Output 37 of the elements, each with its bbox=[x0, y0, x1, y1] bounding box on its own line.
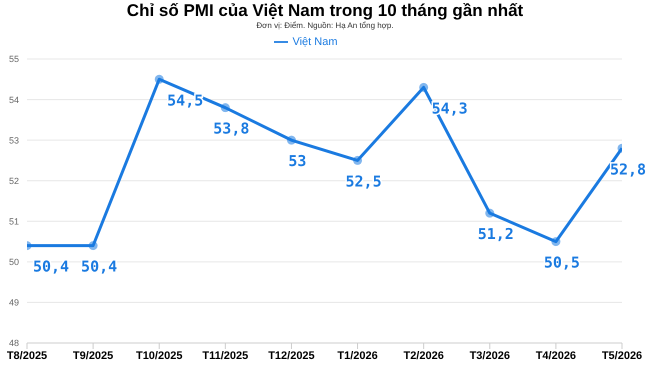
point bbox=[551, 237, 560, 246]
point bbox=[88, 241, 98, 250]
data-label: 51,2 bbox=[478, 225, 514, 244]
y-tick-label: 54 bbox=[8, 94, 19, 105]
point bbox=[353, 156, 362, 165]
point bbox=[485, 208, 494, 218]
data-label: 50,4 bbox=[81, 258, 118, 276]
data-label: 50,4 bbox=[32, 258, 70, 276]
x-tick-label: T8/2025 bbox=[6, 350, 48, 362]
x-tick-label: T1/2026 bbox=[337, 350, 378, 362]
data-label: 53,8 bbox=[213, 120, 250, 138]
legend-label: Việt Nam bbox=[292, 36, 338, 48]
point bbox=[286, 136, 296, 145]
x-tick-label: T4/2026 bbox=[536, 350, 576, 362]
x-tick-label: T5/2026 bbox=[602, 350, 642, 362]
x-tick-label: T9/2025 bbox=[72, 350, 114, 362]
x-tick-label: T2/2026 bbox=[403, 350, 444, 362]
point bbox=[154, 74, 164, 84]
y-tick-label: 52 bbox=[8, 176, 19, 186]
point bbox=[220, 103, 230, 112]
data-label: 52,8 bbox=[610, 160, 646, 178]
y-tick-label: 55 bbox=[8, 54, 19, 64]
data-label: 53 bbox=[288, 152, 306, 170]
x-tick-label: T3/2026 bbox=[470, 350, 510, 362]
y-tick-label: 49 bbox=[8, 298, 19, 308]
point bbox=[419, 82, 428, 92]
y-tick-label: 51 bbox=[8, 216, 19, 226]
data-label: 52,5 bbox=[345, 172, 382, 190]
y-tick-label: 48 bbox=[8, 338, 19, 348]
x-tick-label: T10/2025 bbox=[136, 350, 182, 362]
x-tick-label: T11/2025 bbox=[202, 350, 248, 362]
data-label: 50,5 bbox=[544, 254, 580, 272]
chart-title: Chỉ số PMI của Việt Nam trong 10 tháng gần nhất bbox=[126, 1, 524, 21]
x-tick-label: T12/2025 bbox=[268, 350, 315, 362]
y-tick-label: 53 bbox=[8, 135, 19, 146]
chart-subtitle: Đơn vị: Điểm. Nguồn: Hạ An tổng hợp. bbox=[255, 21, 395, 32]
y-tick-label: 50 bbox=[8, 257, 19, 268]
